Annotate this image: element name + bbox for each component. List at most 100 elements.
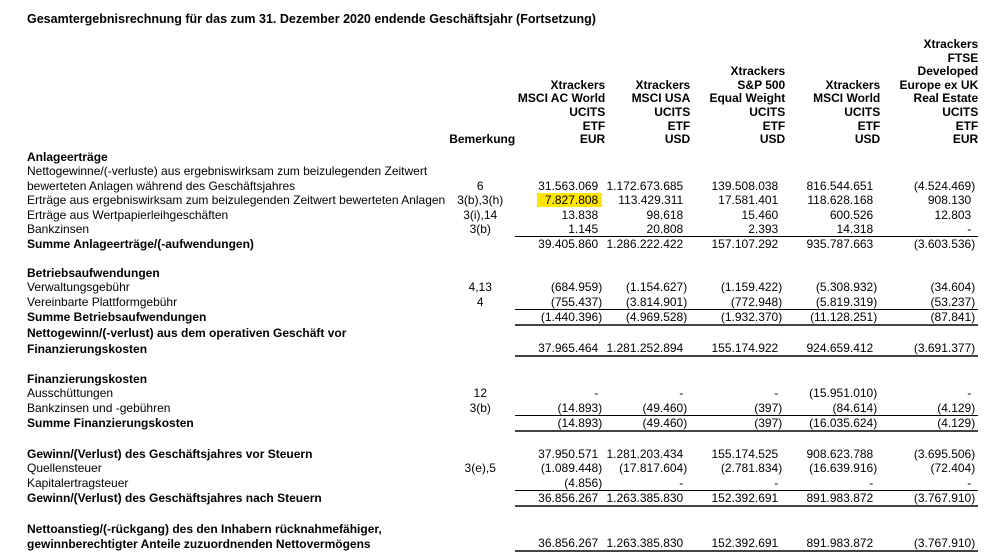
value-cell: (84.614)	[785, 400, 880, 415]
cell-value: 17.581.401	[718, 193, 779, 208]
table-row	[27, 506, 978, 521]
value-cell	[605, 325, 690, 340]
value-cell: -	[605, 475, 690, 490]
cell-value: (5.308.932)	[815, 280, 878, 295]
label-header	[27, 38, 445, 150]
cell-value: 152.392.691	[711, 536, 779, 551]
header-line: ETF	[582, 118, 606, 133]
value-cell: 12.803	[880, 207, 978, 222]
value-cell: 152.392.691	[690, 535, 786, 553]
value-cell: (4.856)	[515, 475, 605, 490]
cell-value: (14.893)	[557, 415, 603, 430]
value-cell	[785, 150, 880, 164]
row-note: 6	[476, 178, 484, 193]
value-cell	[690, 266, 785, 280]
value-cell: 7.827.808	[515, 193, 605, 208]
value-cell: (3.695.506)	[880, 447, 978, 461]
header-line: MSCI World	[813, 91, 881, 106]
table-row: Nettogewinn/(-verlust) aus dem operative…	[27, 325, 978, 340]
header-line: UCITS	[844, 104, 881, 119]
value-cell	[785, 522, 880, 536]
row-note	[445, 164, 515, 178]
cell-value: 36.856.267	[538, 536, 599, 551]
header-line: USD	[854, 132, 881, 147]
value-cell: (5.308.932)	[785, 280, 880, 294]
table-row: Vereinbarte Plattformgebühr 4 (755.437) (3.…	[27, 295, 978, 310]
cell-value: 15.460	[741, 207, 779, 222]
cell-value: 13.838	[561, 207, 599, 222]
value-cell: 908.130	[880, 193, 978, 207]
table-row: Finanzierungskosten 37.965.464 1.281.252.8…	[27, 340, 979, 358]
table-row: Nettogewinne/(-verluste) aus ergebniswir…	[27, 164, 978, 178]
table-row: Betriebsaufwendungen	[27, 266, 978, 280]
value-cell: (5.819.319)	[785, 295, 880, 310]
cell-value: -	[869, 475, 874, 490]
value-cell: 600.526	[785, 207, 880, 222]
value-cell	[605, 164, 690, 178]
value-cell	[605, 266, 690, 280]
cell-value: 891.983.872	[806, 490, 874, 505]
row-note	[445, 475, 515, 490]
table-row: Summe Anlageerträge/(-aufwendungen) 39.40…	[27, 236, 979, 252]
row-note	[445, 522, 515, 536]
fund-column-header: Xtrackers MSCI USA UCITS ETF USD	[605, 38, 691, 150]
row-label: Verwaltungsgebühr	[27, 280, 130, 295]
fund-column-header: Xtrackers S&P 500 Equal Weight UCITS ETF USD	[690, 38, 785, 150]
value-cell: (772.948)	[690, 295, 785, 310]
value-cell	[880, 164, 978, 178]
cell-value: 1.263.385.830	[606, 536, 684, 551]
value-cell	[515, 150, 605, 164]
value-cell	[880, 150, 978, 164]
cell-value: 1.263.385.830	[606, 490, 684, 505]
row-label: Ausschüttungen	[27, 386, 114, 401]
cell-value: 113.429.311	[618, 193, 684, 208]
row-label: Vereinbarte Plattformgebühr	[27, 295, 178, 310]
value-cell: (2.781.834)	[690, 461, 785, 475]
cell-value: (14.893)	[557, 400, 603, 415]
cell-value: (87.841)	[930, 310, 976, 325]
row-note	[445, 490, 515, 506]
row-label: bewerteten Anlagen während des Geschäfts…	[27, 178, 296, 193]
cell-value: 155.174.525	[711, 446, 779, 461]
value-cell	[880, 522, 978, 536]
cell-value: 14.318	[836, 221, 874, 236]
table-row: Finanzierungskosten	[27, 372, 978, 386]
cell-value: (1.154.627)	[625, 280, 688, 295]
header-line: Xtrackers	[730, 64, 786, 79]
cell-value: (1.440.396)	[540, 310, 603, 325]
cell-value: -	[967, 475, 972, 490]
row-label: Gewinn/(Verlust) des Geschäftsjahres vor…	[27, 446, 313, 461]
row-label: Summe Finanzierungskosten	[27, 416, 194, 431]
cell-value: (84.614)	[832, 400, 878, 415]
value-cell: (1.154.627)	[605, 280, 690, 294]
value-cell: (397)	[690, 400, 785, 415]
row-note	[445, 447, 515, 461]
cell-value: -	[774, 475, 779, 490]
cell-value: (49.460)	[642, 415, 688, 430]
cell-value: 37.950.571	[538, 446, 599, 461]
value-cell: 37.965.464	[515, 340, 606, 358]
header-line: Europe ex UK	[899, 77, 979, 92]
value-cell: 1.263.385.830	[605, 535, 691, 553]
row-note	[445, 415, 515, 431]
cell-value: (49.460)	[642, 400, 688, 415]
value-cell: 39.405.860	[515, 236, 606, 252]
row-note	[445, 266, 515, 280]
value-cell: 1.281.252.894	[605, 340, 691, 358]
row-label: Erträge aus Wertpapierleihgeschäften	[27, 207, 229, 222]
value-cell: (16.035.624)	[785, 414, 881, 433]
row-label: Anlageerträge	[27, 149, 108, 164]
value-cell: 157.107.292	[690, 236, 786, 252]
row-note: 4	[476, 295, 484, 310]
cell-value: 31.563.069	[538, 178, 599, 193]
cell-value: (397)	[754, 400, 783, 415]
value-cell: (4.129)	[880, 400, 978, 415]
table-row: Summe Betriebsaufwendungen (1.440.396) (4.…	[27, 309, 979, 327]
header-line: ETF	[762, 118, 786, 133]
row-label: Finanzierungskosten	[27, 341, 148, 356]
cell-value: 118.628.168	[807, 193, 874, 208]
cell-value: 36.856.267	[538, 490, 599, 505]
table-row: Gewinn/(Verlust) des Geschäftsjahres nac…	[27, 489, 979, 508]
cell-value: (4.129)	[937, 400, 976, 415]
row-note	[445, 536, 515, 551]
